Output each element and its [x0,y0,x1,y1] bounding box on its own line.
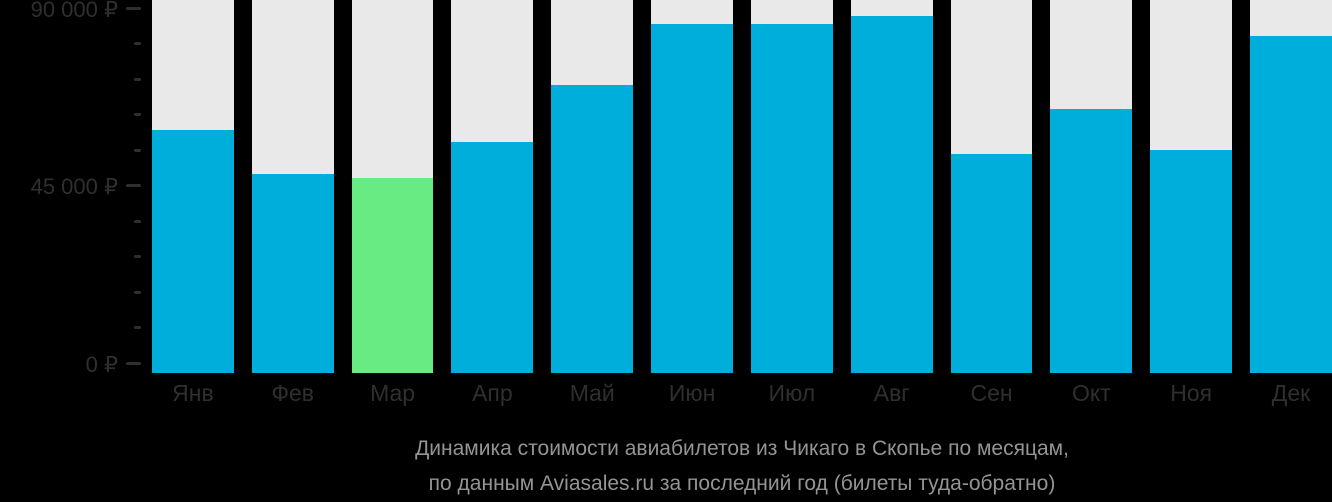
x-axis-label-окт: Окт [1071,379,1111,406]
bar-column-июл[interactable] [750,0,833,373]
bars-area [152,0,1332,373]
y-axis-minor-tick [134,326,141,329]
y-axis-minor-tick [134,290,141,294]
y-axis-tick-label: 90 000 ₽ [30,0,118,22]
x-axis-label-авг: Авг [873,379,910,406]
bar-value [950,154,1033,373]
bar-value [152,130,234,373]
x-axis-label-мар: Мар [370,379,416,406]
x-axis-label-фев: Фев [271,379,314,406]
bar-value [251,174,334,373]
chart-caption: Динамика стоимости авиабилетов из Чикаго… [152,431,1332,501]
bar-column-май[interactable] [551,0,634,373]
caption-line-1: Динамика стоимости авиабилетов из Чикаго… [415,437,1069,460]
x-axis-label-июн: Июн [668,379,716,406]
y-axis-major-tick [126,361,141,365]
y-axis-minor-tick [134,255,141,258]
bar-column-дек[interactable] [1250,0,1332,373]
bar-value [1050,109,1133,373]
x-axis-label-май: Май [569,379,615,406]
y-axis-minor-tick [134,148,141,152]
bar-value [651,24,733,373]
bar-column-мар[interactable] [351,0,434,373]
plot-area: 0 ₽ 45 000 ₽ 90 000 ₽ [0,0,1332,377]
x-axis-label-дек: Дек [1271,379,1311,406]
bar-value [750,24,833,373]
bar-column-янв[interactable] [152,0,234,373]
bar-value [451,142,534,373]
y-axis: 0 ₽ 45 000 ₽ 90 000 ₽ [0,0,141,377]
y-axis-minor-tick [134,219,141,223]
y-axis-major-tick [126,6,141,10]
bar-column-авг[interactable] [850,0,933,373]
bar-value [551,85,634,373]
bar-value [850,16,933,373]
x-axis-label-сен: Сен [970,379,1013,406]
bar-value [1250,36,1332,373]
y-axis-minor-tick [134,77,141,81]
x-axis-label-июл: Июл [768,379,816,406]
x-axis-label-апр: Апр [472,379,513,406]
y-axis-tick-label: 45 000 ₽ [30,174,118,199]
caption-line-2: по данным Aviasales.ru за последний год … [428,472,1056,495]
bar-column-ноя[interactable] [1150,0,1233,373]
bar-column-окт[interactable] [1050,0,1133,373]
bar-value [1150,150,1233,373]
bar-value-highlighted [351,178,434,373]
bar-column-сен[interactable] [950,0,1033,373]
y-axis-minor-tick [134,113,141,116]
bar-column-апр[interactable] [451,0,534,373]
bar-column-фев[interactable] [251,0,334,373]
y-axis-major-tick [126,184,141,187]
x-axis-label-янв: Янв [172,379,214,406]
x-axis: Янв Фев Мар Апр Май Июн Июл Авг Сен Окт Ноя Дек [152,373,1332,413]
y-axis-minor-tick [134,42,141,45]
bar-column-июн[interactable] [651,0,733,373]
y-axis-tick-label: 0 ₽ [85,351,118,377]
x-axis-label-ноя: Ноя [1170,379,1213,406]
